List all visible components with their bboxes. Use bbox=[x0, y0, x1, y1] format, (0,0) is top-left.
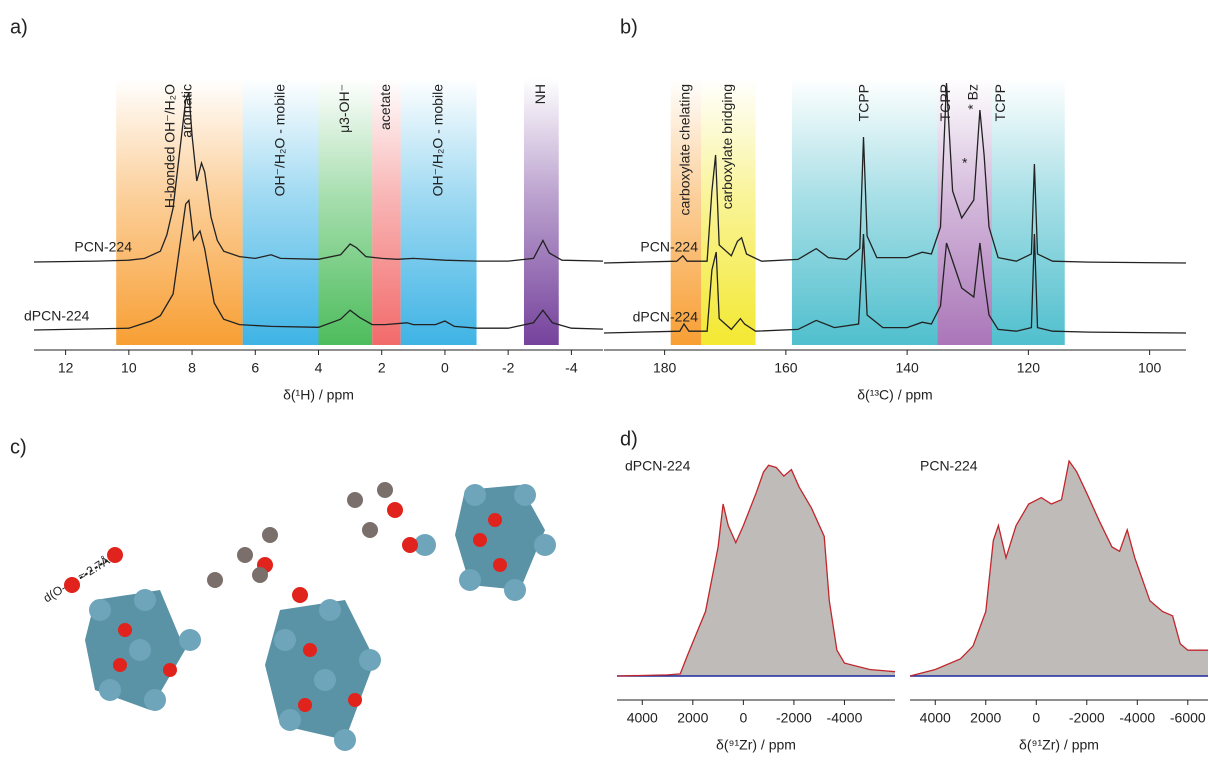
series-label: PCN-224 bbox=[74, 239, 132, 255]
region bbox=[524, 78, 559, 345]
x-tick-label: 4000 bbox=[920, 710, 951, 726]
x-tick-label: 10 bbox=[121, 360, 137, 376]
x-tick-label: 0 bbox=[1032, 710, 1040, 726]
x-axis-label: δ(⁹¹Zr) / ppm bbox=[1019, 737, 1099, 753]
figure: c) d(O-O) ≈ 2.7Å a)H-bonded OH⁻/H₂Oaroma… bbox=[0, 0, 1209, 769]
region-label: OH⁻/H₂O - mobile bbox=[429, 84, 445, 197]
panel-label: c) bbox=[10, 436, 27, 458]
x-axis-label: δ(¹³C) / ppm bbox=[857, 387, 932, 403]
region-label: μ3-OH⁻ bbox=[336, 84, 352, 133]
annotation: * Bz bbox=[965, 84, 981, 110]
x-tick-label: 180 bbox=[653, 360, 677, 376]
series-label: PCN-224 bbox=[920, 458, 978, 474]
x-tick-label: 140 bbox=[895, 360, 919, 376]
series-label: dPCN-224 bbox=[633, 309, 699, 325]
region-label: carboxylate bridging bbox=[719, 84, 735, 209]
annotation: TCPP bbox=[992, 84, 1008, 121]
x-tick-label: 2 bbox=[378, 360, 386, 376]
panel-label: d) bbox=[620, 428, 638, 450]
series-label: dPCN-224 bbox=[625, 458, 691, 474]
x-tick-label: -2000 bbox=[1069, 710, 1105, 726]
x-tick-label: 8 bbox=[188, 360, 196, 376]
x-tick-label: 6 bbox=[251, 360, 259, 376]
x-tick-label: -4000 bbox=[1119, 710, 1155, 726]
x-tick-label: 0 bbox=[739, 710, 747, 726]
c-atoms bbox=[207, 482, 393, 588]
sideband-area bbox=[617, 465, 895, 676]
x-tick-label: -2 bbox=[502, 360, 515, 376]
region-label: NH bbox=[532, 84, 548, 104]
x-tick-label: -4 bbox=[565, 360, 578, 376]
series-label: PCN-224 bbox=[640, 239, 698, 255]
x-tick-label: 2000 bbox=[677, 710, 708, 726]
x-tick-label: 4 bbox=[315, 360, 323, 376]
sideband-area bbox=[910, 461, 1208, 676]
x-tick-label: 12 bbox=[58, 360, 74, 376]
region-label: OH⁻/H₂O - mobile bbox=[271, 84, 287, 197]
region-label: acetate bbox=[377, 84, 393, 130]
x-tick-label: 4000 bbox=[627, 710, 658, 726]
x-tick-label: 0 bbox=[441, 360, 449, 376]
x-axis-label: δ(⁹¹Zr) / ppm bbox=[716, 737, 796, 753]
region-label: carboxylate chelating bbox=[677, 84, 693, 216]
x-tick-label: 2000 bbox=[970, 710, 1001, 726]
series-label: dPCN-224 bbox=[24, 308, 90, 324]
x-axis-label: δ(¹H) / ppm bbox=[283, 387, 354, 403]
panel-label: a) bbox=[10, 16, 28, 38]
x-tick-label: -6000 bbox=[1170, 710, 1206, 726]
x-tick-label: 120 bbox=[1017, 360, 1041, 376]
x-tick-label: -4000 bbox=[827, 710, 863, 726]
x-tick-label: -2000 bbox=[776, 710, 812, 726]
annotation: * bbox=[962, 155, 968, 171]
region-label: TCPP bbox=[855, 84, 871, 121]
molecular-structures: c) d(O-O) ≈ 2.7Å bbox=[10, 436, 556, 751]
x-tick-label: 160 bbox=[774, 360, 798, 376]
panel-label: b) bbox=[620, 16, 638, 38]
x-tick-label: 100 bbox=[1138, 360, 1162, 376]
